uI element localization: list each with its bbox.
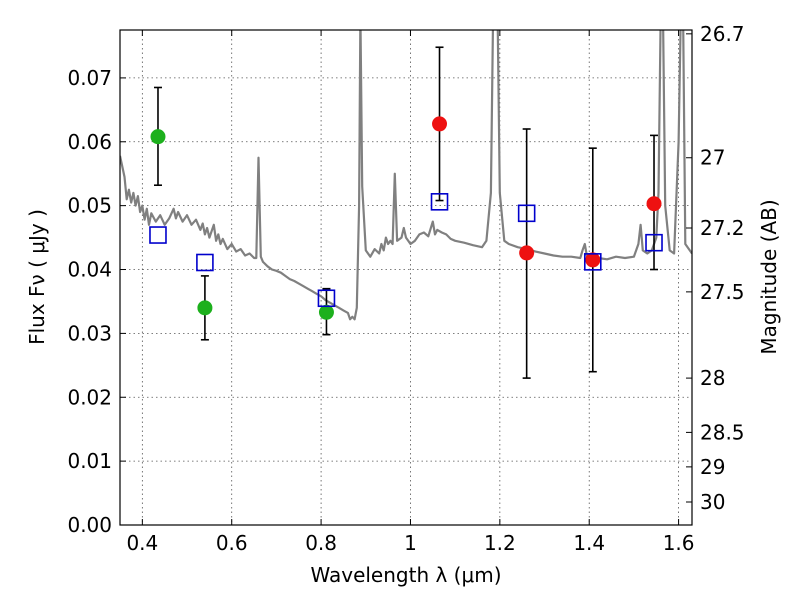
green-data-point xyxy=(318,304,334,320)
model-photometry-square xyxy=(317,289,336,308)
y-tick-label: 0.03 xyxy=(67,321,112,345)
marker-layer xyxy=(149,116,663,320)
plot-frame xyxy=(119,29,693,526)
x-tick-label: 0.6 xyxy=(216,531,248,555)
model-photometry-square xyxy=(645,233,663,252)
magnitude-tick-label: 27 xyxy=(700,146,725,170)
sed-model-curve-layer xyxy=(120,30,692,321)
model-photometry-square xyxy=(583,253,602,271)
model-photometry-square xyxy=(430,193,449,211)
x-tick-label: 1.4 xyxy=(573,531,605,555)
y-tick-label: 0.07 xyxy=(67,66,112,90)
magnitude-tick-label: 30 xyxy=(700,490,725,514)
y-tick-label: 0.02 xyxy=(67,385,112,409)
y-tick-label: 0.06 xyxy=(67,130,112,154)
red-data-point xyxy=(432,116,448,132)
x-tick-label: 0.8 xyxy=(305,531,337,555)
magnitude-tick-label: 28 xyxy=(700,366,725,390)
red-data-point xyxy=(646,196,662,212)
x-tick-label: 1.2 xyxy=(484,531,516,555)
x-tick-label: 1.6 xyxy=(663,531,695,555)
magnitude-tick-label: 27.2 xyxy=(700,216,745,240)
magnitude-tick-label: 29 xyxy=(700,455,725,479)
y-tick-label: 0.01 xyxy=(67,449,112,473)
sed-model-curve xyxy=(120,30,692,321)
x-axis-label: Wavelength λ (μm) xyxy=(310,563,501,587)
magnitude-tick-label: 26.7 xyxy=(700,22,745,46)
y-tick-label: 0.05 xyxy=(67,194,112,218)
magnitude-tick-label: 27.5 xyxy=(700,280,745,304)
green-data-point xyxy=(150,129,166,145)
tick-layer: 0.4 0.6 0.8 1 1.2 1.4 1.6 0.00 0.01 0.02 0.03 0.04 0… xyxy=(67,22,744,555)
y-tick-label: 0.00 xyxy=(67,513,112,537)
red-data-point xyxy=(585,252,601,268)
model-photometry-square xyxy=(196,253,214,272)
x-tick-label: 1 xyxy=(404,531,417,555)
x-tick-label: 0.4 xyxy=(126,531,158,555)
y-tick-label: 0.04 xyxy=(67,258,112,282)
y-axis-label: Flux Fν ( μJy ) xyxy=(25,209,49,345)
model-photometry-square xyxy=(149,226,167,244)
model-photometry-square xyxy=(517,204,536,223)
right-y-axis-label: Magnitude (AB) xyxy=(757,199,781,354)
green-data-point xyxy=(197,300,213,316)
grid-lines xyxy=(120,30,692,526)
red-data-point xyxy=(519,245,535,261)
magnitude-tick-label: 28.5 xyxy=(700,420,745,444)
errorbar-layer xyxy=(153,46,659,379)
